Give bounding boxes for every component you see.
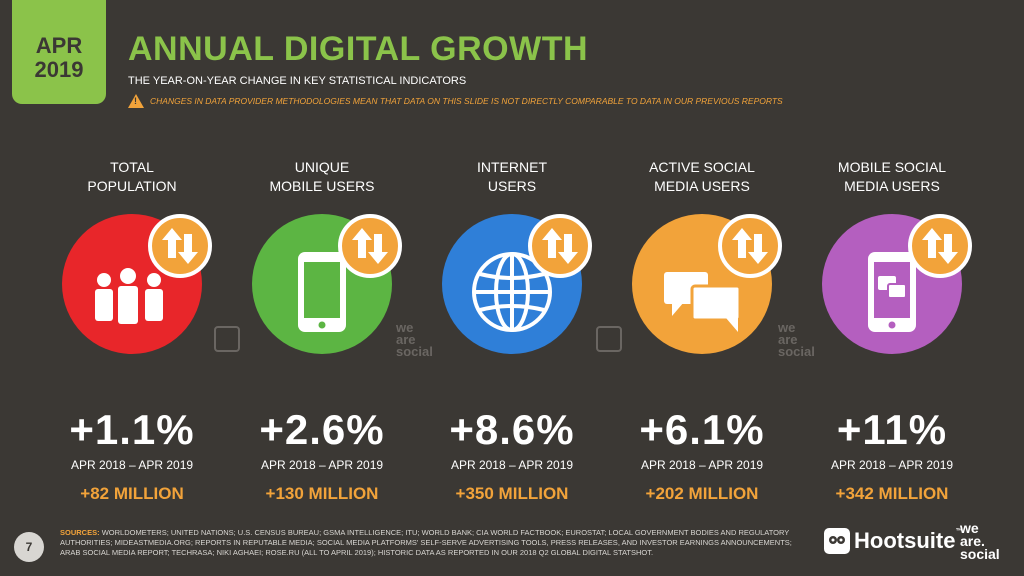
up-down-arrows-icon <box>338 214 402 278</box>
sources-text: WORLDOMETERS; UNITED NATIONS; U.S. CENSU… <box>60 528 792 557</box>
indicator-period: APR 2018 – APR 2019 <box>830 458 954 472</box>
chat-bubbles-icon <box>664 272 742 332</box>
warning-text: CHANGES IN DATA PROVIDER METHODOLOGIES M… <box>150 96 783 106</box>
social-circle <box>632 214 782 354</box>
indicator-total-population: TOTAL POPULATION +1.1% APR 2018 – APR 201… <box>42 158 222 504</box>
we-are-social-logo: we are. social <box>960 520 1000 562</box>
indicator-absolute: +202 MILLION <box>645 484 759 503</box>
page-title: ANNUAL DIGITAL GROWTH <box>128 30 589 68</box>
internet-circle <box>442 214 592 354</box>
population-circle <box>62 214 212 354</box>
hootsuite-wordmark: Hootsuite™ <box>854 528 963 553</box>
up-down-arrows-icon <box>908 214 972 278</box>
date-tab: APR 2019 <box>12 0 106 104</box>
mobile-chat-icon <box>868 252 916 332</box>
hootsuite-logo: Hootsuite™ <box>824 528 962 554</box>
we-are-social-watermark: we are social <box>778 320 815 359</box>
indicator-label: UNIQUE MOBILE USERS <box>269 159 375 194</box>
sources-label: SOURCES: <box>60 528 100 537</box>
up-down-arrows-icon <box>148 214 212 278</box>
mobile-circle <box>252 214 402 354</box>
indicator-label: INTERNET USERS <box>477 159 547 194</box>
indicator-value: +1.1% <box>69 406 195 453</box>
indicator-value: +8.6% <box>449 406 575 453</box>
page-subtitle: THE YEAR-ON-YEAR CHANGE IN KEY STATISTIC… <box>128 75 467 87</box>
methodology-warning: ! CHANGES IN DATA PROVIDER METHODOLOGIES… <box>128 94 783 108</box>
page-number: 7 <box>14 532 44 562</box>
indicator-absolute: +350 MILLION <box>455 484 569 503</box>
indicator-period: APR 2018 – APR 2019 <box>260 458 384 472</box>
date-year: 2019 <box>34 57 84 82</box>
indicator-label: MOBILE SOCIAL MEDIA USERS <box>837 159 947 194</box>
date-month: APR <box>35 33 83 58</box>
indicator-period: APR 2018 – APR 2019 <box>640 458 764 472</box>
indicator-unique-mobile-users: UNIQUE MOBILE USERS +2.6% APR 2018 – APR … <box>232 158 412 504</box>
indicator-period: APR 2018 – APR 2019 <box>450 458 574 472</box>
indicator-label: ACTIVE SOCIAL MEDIA USERS <box>649 159 755 194</box>
indicator-absolute: +342 MILLION <box>835 484 949 503</box>
people-icon <box>95 268 163 324</box>
warning-symbol: ! <box>134 96 137 106</box>
mobile-social-circle <box>822 214 972 354</box>
indicator-active-social-media-users: ACTIVE SOCIAL MEDIA USERS +6.1% APR 2018 … <box>612 158 792 504</box>
globe-icon <box>472 252 552 332</box>
indicator-value: +2.6% <box>259 406 385 453</box>
indicator-internet-users: INTERNET USERS +8.6% APR 2018 – APR 2019 … <box>422 158 602 504</box>
warning-icon: ! <box>128 94 144 108</box>
sources: SOURCES: WORLDOMETERS; UNITED NATIONS; U… <box>60 528 800 558</box>
owl-watermark-icon <box>214 326 240 352</box>
up-down-arrows-icon <box>718 214 782 278</box>
indicator-absolute: +82 MILLION <box>80 484 184 503</box>
we-are-social-watermark: we are social <box>396 320 433 359</box>
indicator-period: APR 2018 – APR 2019 <box>70 458 194 472</box>
owl-watermark-icon <box>596 326 622 352</box>
indicator-mobile-social-media-users: MOBILE SOCIAL MEDIA USERS +11% APR 2018 –… <box>802 158 982 504</box>
hootsuite-owl-icon <box>824 528 850 554</box>
indicator-value: +11% <box>836 406 948 453</box>
indicator-value: +6.1% <box>639 406 765 453</box>
indicator-absolute: +130 MILLION <box>265 484 379 503</box>
indicator-label: TOTAL POPULATION <box>87 159 177 194</box>
phone-icon <box>298 252 346 332</box>
up-down-arrows-icon <box>528 214 592 278</box>
